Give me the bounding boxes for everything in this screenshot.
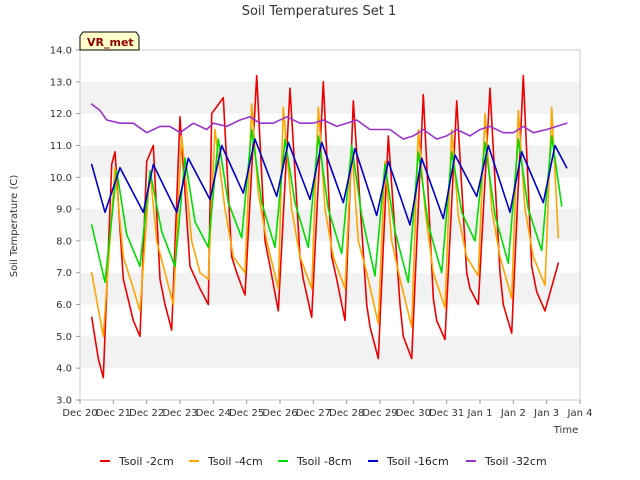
legend-label-tsoil-4cm: Tsoil -4cm bbox=[207, 455, 263, 468]
grid-band bbox=[80, 50, 580, 82]
x-tick-label: Jan 2 bbox=[500, 408, 526, 419]
x-tick-label: Dec 29 bbox=[362, 408, 397, 419]
y-tick-label: 12.0 bbox=[50, 109, 72, 120]
x-tick-label: Jan 1 bbox=[467, 408, 493, 419]
x-tick-label: Jan 3 bbox=[533, 408, 559, 419]
x-tick-label: Dec 23 bbox=[162, 408, 197, 419]
y-tick-label: 8.0 bbox=[56, 236, 72, 247]
station-badge: VR_met bbox=[79, 31, 140, 51]
x-tick-label: Dec 21 bbox=[96, 408, 131, 419]
y-tick-label: 13.0 bbox=[50, 77, 72, 88]
x-tick-label: Dec 28 bbox=[329, 408, 364, 419]
legend-label-tsoil-8cm: Tsoil -8cm bbox=[296, 455, 352, 468]
badge-shape bbox=[79, 31, 140, 51]
legend-label-tsoil-16cm: Tsoil -16cm bbox=[386, 455, 449, 468]
y-tick-label: 10.0 bbox=[50, 173, 72, 184]
y-axis: 3.0 4.0 5.0 6.0 7.0 8.0 9.0 10.0 11.0 12.0 13.0 14.… bbox=[50, 46, 80, 407]
x-tick-label: Jan 4 bbox=[567, 408, 593, 419]
y-tick-label: 3.0 bbox=[56, 396, 72, 407]
legend-label-tsoil-2cm: Tsoil -2cm bbox=[118, 455, 174, 468]
y-tick-label: 7.0 bbox=[56, 268, 72, 279]
series-lines bbox=[90, 74, 568, 379]
x-tick-label: Dec 26 bbox=[262, 408, 297, 419]
grid-band bbox=[80, 368, 580, 400]
y-tick-label: 11.0 bbox=[50, 141, 72, 152]
x-tick-label: Dec 22 bbox=[129, 408, 164, 419]
legend-label-tsoil-32cm: Tsoil -32cm bbox=[484, 455, 547, 468]
x-tick-label: Dec 30 bbox=[396, 408, 431, 419]
chart-title: Soil Temperatures Set 1 bbox=[242, 4, 397, 19]
y-tick-label: 4.0 bbox=[56, 364, 72, 375]
grid-band bbox=[80, 81, 580, 114]
x-tick-label: Dec 24 bbox=[196, 408, 231, 419]
y-tick-label: 14.0 bbox=[50, 46, 72, 57]
x-tick-label: Dec 31 bbox=[429, 408, 464, 419]
series-line-tsoil-2cm bbox=[90, 74, 560, 379]
grid-band bbox=[80, 240, 580, 273]
x-axis-title: Time bbox=[553, 425, 578, 436]
y-tick-label: 5.0 bbox=[56, 332, 72, 343]
y-tick-label: 9.0 bbox=[56, 205, 72, 216]
y-axis-title: Soil Temperature (C) bbox=[9, 175, 20, 278]
series-line-tsoil-32cm bbox=[90, 103, 568, 140]
legend: Tsoil -2cm Tsoil -4cm Tsoil -8cm Tsoil -16c… bbox=[100, 455, 547, 468]
grid-band bbox=[80, 272, 580, 305]
series-line-tsoil-8cm bbox=[90, 128, 563, 284]
series-line-tsoil-4cm bbox=[90, 103, 560, 338]
plot-frame bbox=[79, 49, 581, 401]
x-tick-label: Dec 25 bbox=[229, 408, 264, 419]
badge-label: VR_met bbox=[87, 36, 134, 49]
series-line-tsoil-16cm bbox=[90, 138, 568, 226]
x-tick-label: Dec 27 bbox=[296, 408, 331, 419]
y-tick-label: 6.0 bbox=[56, 300, 72, 311]
x-tick-label: Dec 20 bbox=[62, 408, 97, 419]
grid-band bbox=[80, 336, 580, 369]
grid-band bbox=[80, 304, 580, 337]
